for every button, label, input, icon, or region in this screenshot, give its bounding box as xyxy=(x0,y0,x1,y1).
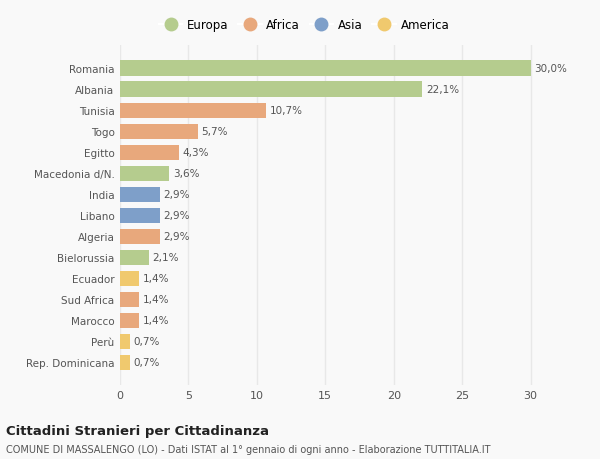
Text: 0,7%: 0,7% xyxy=(133,336,160,347)
Text: 5,7%: 5,7% xyxy=(202,127,228,137)
Bar xyxy=(120,187,160,202)
Bar xyxy=(120,271,139,286)
Text: 30,0%: 30,0% xyxy=(534,64,567,74)
Bar xyxy=(120,229,160,244)
Text: 22,1%: 22,1% xyxy=(426,85,459,95)
Text: 1,4%: 1,4% xyxy=(143,274,169,284)
Bar xyxy=(120,355,130,370)
Bar xyxy=(120,145,179,160)
Bar xyxy=(120,124,198,140)
Text: 1,4%: 1,4% xyxy=(143,295,169,305)
Text: 0,7%: 0,7% xyxy=(133,358,160,368)
Text: 2,1%: 2,1% xyxy=(152,253,179,263)
Bar xyxy=(120,62,530,77)
Text: 2,9%: 2,9% xyxy=(163,232,190,242)
Bar xyxy=(120,82,422,97)
Bar xyxy=(120,292,139,307)
Legend: Europa, Africa, Asia, America: Europa, Africa, Asia, America xyxy=(154,14,454,37)
Bar xyxy=(120,334,130,349)
Text: COMUNE DI MASSALENGO (LO) - Dati ISTAT al 1° gennaio di ogni anno - Elaborazione: COMUNE DI MASSALENGO (LO) - Dati ISTAT a… xyxy=(6,444,491,454)
Text: 3,6%: 3,6% xyxy=(173,169,199,179)
Bar xyxy=(120,166,169,181)
Bar xyxy=(120,250,149,265)
Text: 2,9%: 2,9% xyxy=(163,190,190,200)
Text: 2,9%: 2,9% xyxy=(163,211,190,221)
Text: 1,4%: 1,4% xyxy=(143,316,169,325)
Bar xyxy=(120,103,266,118)
Bar xyxy=(120,313,139,328)
Bar xyxy=(120,208,160,223)
Text: 10,7%: 10,7% xyxy=(270,106,303,116)
Text: 4,3%: 4,3% xyxy=(182,148,209,158)
Text: Cittadini Stranieri per Cittadinanza: Cittadini Stranieri per Cittadinanza xyxy=(6,424,269,437)
